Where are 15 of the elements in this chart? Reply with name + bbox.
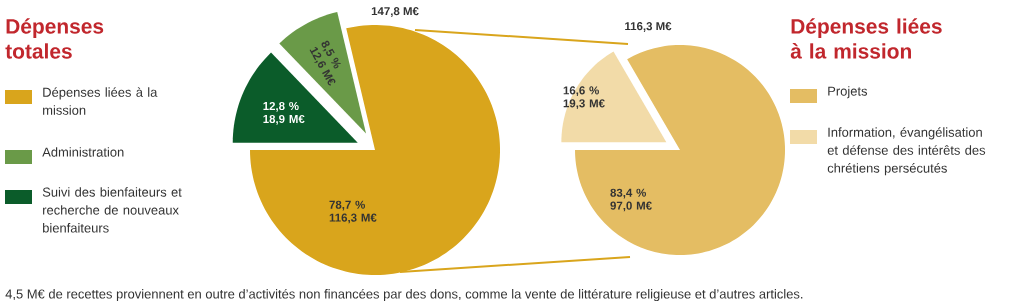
legend-label: Administration — [42, 147, 124, 157]
data-label: 16,6 % 19,3 M€ — [563, 86, 605, 110]
text: 4,5 M€ de recettes proviennent en outre d’activités non financées par des dons, comme la vente de littérature religieuse et d’autres articles. — [5, 288, 803, 302]
data-label: 8,5 % 12,6 M€ — [309, 40, 341, 86]
legend-label: Projets — [828, 86, 868, 99]
legend-label: Dépenses liées à la mission — [43, 87, 158, 115]
data-label: 83,4 % 97,0 M€ — [610, 188, 652, 212]
legend-label: Information, évangélisation et défense des intérêts des chrétiens persécutés — [827, 127, 986, 176]
text: Dépenses totales — [5, 18, 104, 59]
legend-label: Suivi des bienfaiteurs et recherche de nouveaux bienfaiteurs — [42, 187, 182, 233]
text: 147,8 M€ — [371, 7, 419, 17]
data-label: 78,7 % 116,3 M€ — [329, 200, 377, 224]
data-label: 12,8 % 18,9 M€ — [263, 101, 305, 125]
chart-title: Dépenses liées à la mission — [790, 18, 942, 59]
text: 116,3 M€ — [625, 22, 672, 32]
